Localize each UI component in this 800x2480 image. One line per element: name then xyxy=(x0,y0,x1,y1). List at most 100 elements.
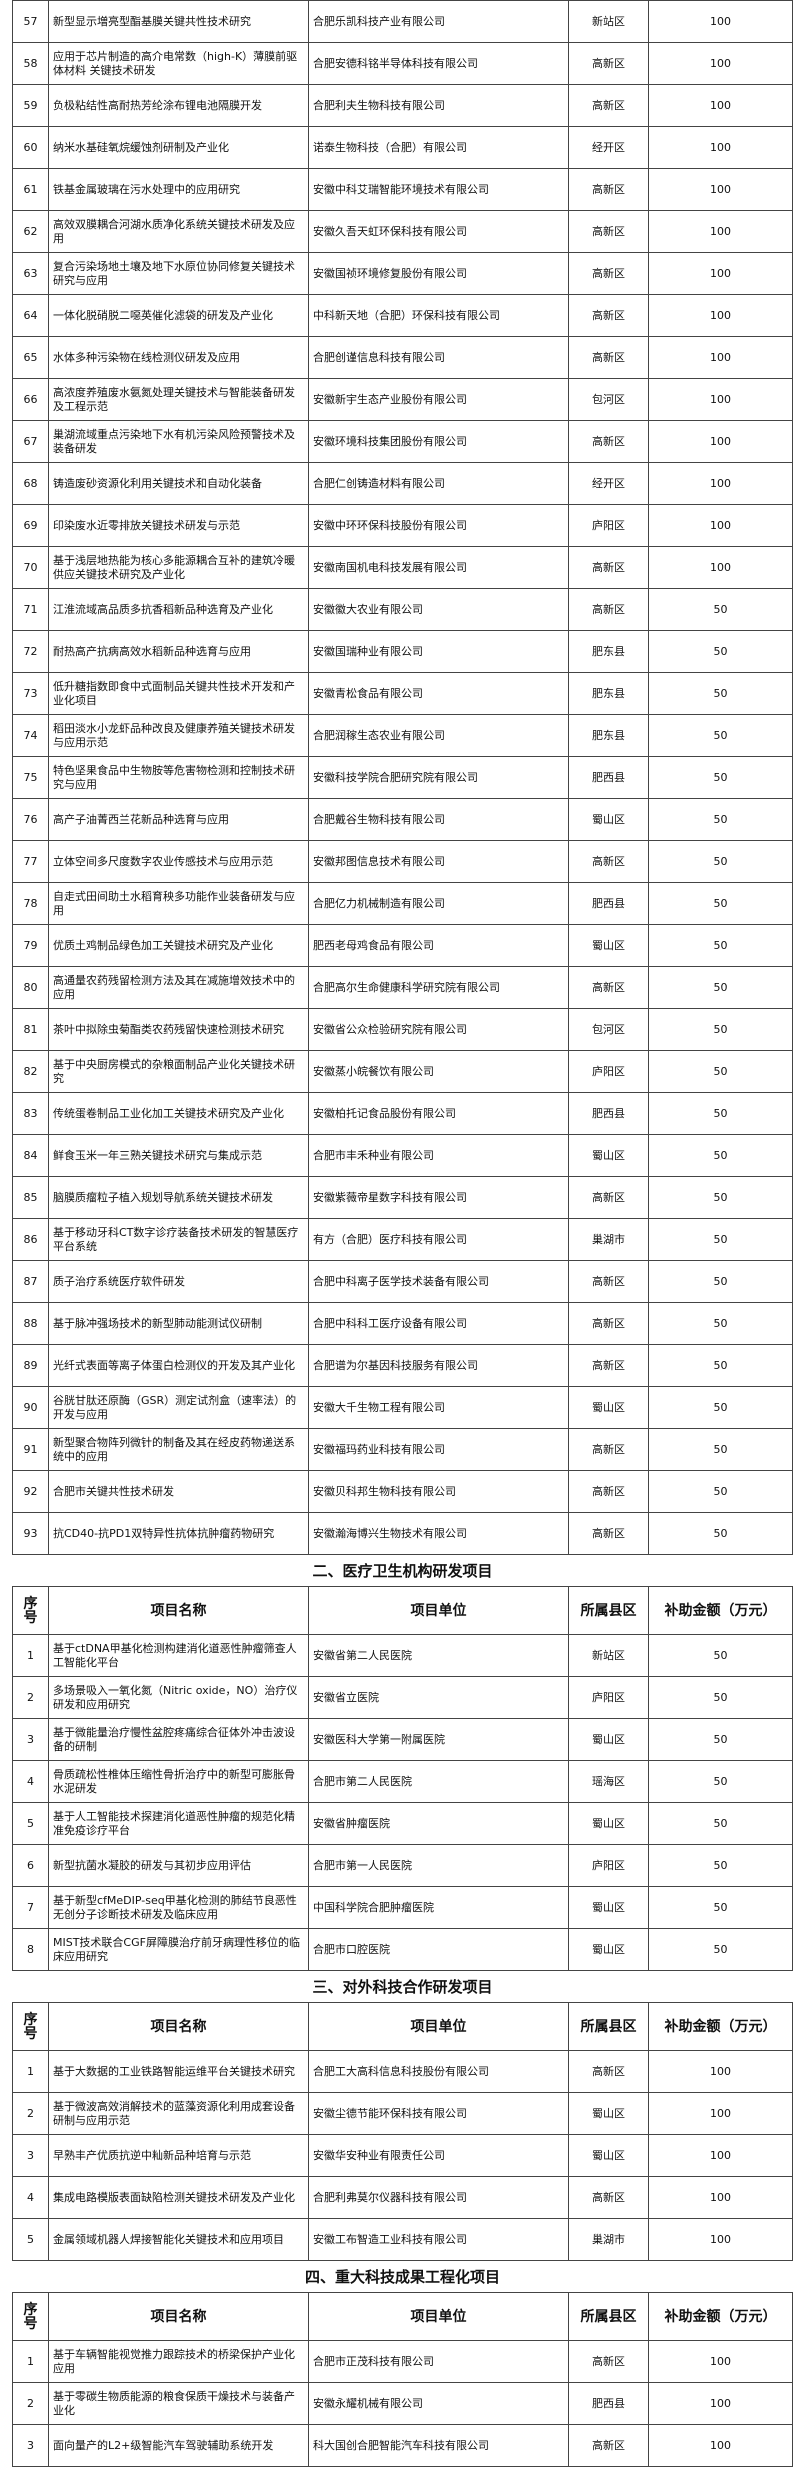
project-unit: 合肥仁创铸造材料有限公司 xyxy=(308,462,569,505)
amount: 50 xyxy=(648,1176,793,1219)
district: 高新区 xyxy=(568,1470,649,1513)
project-unit: 安徽柏托记食品股份有限公司 xyxy=(308,1092,569,1135)
project-unit: 合肥工大高科信息科技股份有限公司 xyxy=(308,2050,569,2093)
project-name: 一体化脱硝脱二噁英催化滤袋的研发及产业化 xyxy=(48,294,309,337)
district: 庐阳区 xyxy=(568,1676,649,1719)
seq: 82 xyxy=(12,1050,49,1093)
district: 新站区 xyxy=(568,0,649,43)
project-unit: 安徽贝科邦生物科技有限公司 xyxy=(308,1470,569,1513)
project-name: 质子治疗系统医疗软件研发 xyxy=(48,1260,309,1303)
project-name: 合肥市关键共性技术研发 xyxy=(48,1470,309,1513)
table-row: 78 自走式田间助土水稻育秧多功能作业装备研发与应用 合肥亿力机械制造有限公司 肥西县… xyxy=(12,882,793,925)
amount: 100 xyxy=(648,336,793,379)
table-row: 1 基于ctDNA甲基化检测构建消化道恶性肿瘤筛查人工智能化平台 安徽省第二人民医院… xyxy=(12,1634,793,1677)
district: 高新区 xyxy=(568,252,649,295)
district: 高新区 xyxy=(568,1176,649,1219)
amount: 100 xyxy=(648,42,793,85)
project-name: 铸造废砂资源化利用关键技术和自动化装备 xyxy=(48,462,309,505)
table-row: 74 稻田淡水小龙虾品种改良及健康养殖关键技术研发与应用示范 合肥润稼生态农业有限公… xyxy=(12,714,793,757)
project-name: 基于大数据的工业铁路智能运维平台关键技术研究 xyxy=(48,2050,309,2093)
amount: 50 xyxy=(648,630,793,673)
project-name: 面向量产的L2+级智能汽车驾驶辅助系统开发 xyxy=(48,2424,309,2467)
district: 蜀山区 xyxy=(568,1718,649,1761)
table-row: 66 高浓度养殖废水氨氮处理关键技术与智能装备研发及工程示范 安徽新宇生态产业股份有… xyxy=(12,378,793,421)
project-name: MIST技术联合CGF屏障膜治疗前牙病理性移位的临床应用研究 xyxy=(48,1928,309,1971)
seq: 58 xyxy=(12,42,49,85)
project-unit: 合肥利夫生物科技有限公司 xyxy=(308,84,569,127)
project-name: 多场景吸入一氧化氮（Nitric oxide，NO）治疗仪研发和应用研究 xyxy=(48,1676,309,1719)
project-name: 基于浅层地热能为核心多能源耦合互补的建筑冷暖供应关键技术研究及产业化 xyxy=(48,546,309,589)
seq: 78 xyxy=(12,882,49,925)
seq: 1 xyxy=(12,2050,49,2093)
amount: 100 xyxy=(648,420,793,463)
table-row: 90 谷胱甘肽还原酶（GSR）测定试剂盒（速率法）的开发与应用 安徽大千生物工程有限… xyxy=(12,1386,793,1429)
table-row: 91 新型聚合物阵列微针的制备及其在经皮药物递送系统中的应用 安徽福玛药业科技有限公… xyxy=(12,1428,793,1471)
table-row: 57 新型显示増亮型酯基膜关键共性技术研究 合肥乐凯科技产业有限公司 新站区 100 xyxy=(12,0,793,43)
seq: 68 xyxy=(12,462,49,505)
district: 高新区 xyxy=(568,588,649,631)
project-unit: 安徽省立医院 xyxy=(308,1676,569,1719)
district: 高新区 xyxy=(568,840,649,883)
amount: 50 xyxy=(648,1844,793,1887)
project-name: 复合污染场地土壤及地下水原位协同修复关键技术研究与应用 xyxy=(48,252,309,295)
project-unit: 安徽蒸小皖餐饮有限公司 xyxy=(308,1050,569,1093)
table-row: 71 江淮流域高品质多抗香稻新品种选育及产业化 安徽徽大农业有限公司 高新区 50 xyxy=(12,588,793,631)
table-row: 69 印染废水近零排放关键技术研发与示范 安徽中环环保科技股份有限公司 庐阳区 100 xyxy=(12,504,793,547)
district: 高新区 xyxy=(568,1428,649,1471)
table-row: 85 脑膜质瘤粒子植入规划导航系统关键技术研发 安徽紫薇帝星数字科技有限公司 高新区 5… xyxy=(12,1176,793,1219)
table-row: 88 基于脉冲强场技术的新型肺动能测试仪研制 合肥中科科工医疗设备有限公司 高新区 50 xyxy=(12,1302,793,1345)
table-row: 62 高效双膜耦合河湖水质净化系统关键技术研发及应用 安徽久吾天虹环保科技有限公司高… xyxy=(12,210,793,253)
table-row: 72 耐热高产抗病高效水稻新品种选育与应用 安徽国瑞种业有限公司 肥东县 50 xyxy=(12,630,793,673)
project-unit: 安徽徽大农业有限公司 xyxy=(308,588,569,631)
project-unit: 安徽瀚海博兴生物技术有限公司 xyxy=(308,1512,569,1555)
seq: 5 xyxy=(12,2218,49,2261)
project-unit: 中国科学院合肥肿瘤医院 xyxy=(308,1886,569,1929)
amount: 100 xyxy=(648,504,793,547)
seq: 92 xyxy=(12,1470,49,1513)
project-name: 自走式田间助土水稻育秧多功能作业装备研发与应用 xyxy=(48,882,309,925)
seq: 85 xyxy=(12,1176,49,1219)
seq: 1 xyxy=(12,1634,49,1677)
table-row: 7 基于新型cfMeDIP-seq甲基化检测的肺结节良恶性无创分子诊断技术研发及临… xyxy=(12,1886,793,1929)
project-name: 基于零碳生物质能源的粮食保质干燥技术与装备产业化 xyxy=(48,2382,309,2425)
district: 高新区 xyxy=(568,420,649,463)
header-cell: 序号 xyxy=(12,2292,49,2341)
project-unit: 有方（合肥）医疗科技有限公司 xyxy=(308,1218,569,1261)
project-unit: 合肥中科科工医疗设备有限公司 xyxy=(308,1302,569,1345)
header-row: 序号 项目名称 项目单位 所属县区 补助金额（万元） xyxy=(12,2002,793,2051)
project-unit: 中科新天地（合肥）环保科技有限公司 xyxy=(308,294,569,337)
table-row: 93 抗CD40-抗PD1双特异性抗体抗肿瘤药物研究 安徽瀚海博兴生物技术有限公司高… xyxy=(12,1512,793,1555)
seq: 79 xyxy=(12,924,49,967)
table-row: 5 金属领域机器人焊接智能化关键技术和应用项目 安徽工布智造工业科技有限公司 巢湖市 1… xyxy=(12,2218,793,2261)
project-unit: 合肥谱为尔基因科技服务有限公司 xyxy=(308,1344,569,1387)
district: 肥西县 xyxy=(568,756,649,799)
table-row: 3 早熟丰产优质抗逆中籼新品种培育与示范 安徽华安种业有限责任公司 蜀山区 100 xyxy=(12,2134,793,2177)
table-row: 2 多场景吸入一氧化氮（Nitric oxide，NO）治疗仪研发和应用研究 安徽省… xyxy=(12,1676,793,1719)
amount: 50 xyxy=(648,1428,793,1471)
district: 肥西县 xyxy=(568,2382,649,2425)
project-unit: 安徽大千生物工程有限公司 xyxy=(308,1386,569,1429)
project-name: 稻田淡水小龙虾品种改良及健康养殖关键技术研发与应用示范 xyxy=(48,714,309,757)
table-row: 83 传统蛋卷制品工业化加工关键技术研究及产业化 安徽柏托记食品股份有限公司 肥西县 5… xyxy=(12,1092,793,1135)
seq: 7 xyxy=(12,1886,49,1929)
project-unit: 合肥乐凯科技产业有限公司 xyxy=(308,0,569,43)
amount: 100 xyxy=(648,378,793,421)
seq: 83 xyxy=(12,1092,49,1135)
project-name: 高产子油菁西兰花新品种选育与应用 xyxy=(48,798,309,841)
project-name: 高浓度养殖废水氨氮处理关键技术与智能装备研发及工程示范 xyxy=(48,378,309,421)
table-row: 63 复合污染场地土壤及地下水原位协同修复关键技术研究与应用 安徽国祯环境修复股份有… xyxy=(12,252,793,295)
amount: 50 xyxy=(648,1512,793,1555)
district: 高新区 xyxy=(568,1260,649,1303)
district: 庐阳区 xyxy=(568,504,649,547)
table-row: 84 鲜食玉米一年三熟关键技术研究与集成示范 合肥市丰禾种业有限公司 蜀山区 50 xyxy=(12,1134,793,1177)
seq: 2 xyxy=(12,2092,49,2135)
district: 经开区 xyxy=(568,462,649,505)
seq: 84 xyxy=(12,1134,49,1177)
section-title: 二、医疗卫生机构研发项目 xyxy=(12,1554,793,1587)
table-row: 81 茶叶中拟除虫菊酯类农药残留快速检测技术研究 安徽省公众检验研究院有限公司 包河区… xyxy=(12,1008,793,1051)
header-row: 序号 项目名称 项目单位 所属县区 补助金额（万元） xyxy=(12,1586,793,1635)
district: 蜀山区 xyxy=(568,924,649,967)
header-cell: 项目名称 xyxy=(48,2292,309,2341)
project-unit: 安徽福玛药业科技有限公司 xyxy=(308,1428,569,1471)
project-name: 基于人工智能技术探建消化道恶性肿瘤的规范化精准免疫诊疗平台 xyxy=(48,1802,309,1845)
